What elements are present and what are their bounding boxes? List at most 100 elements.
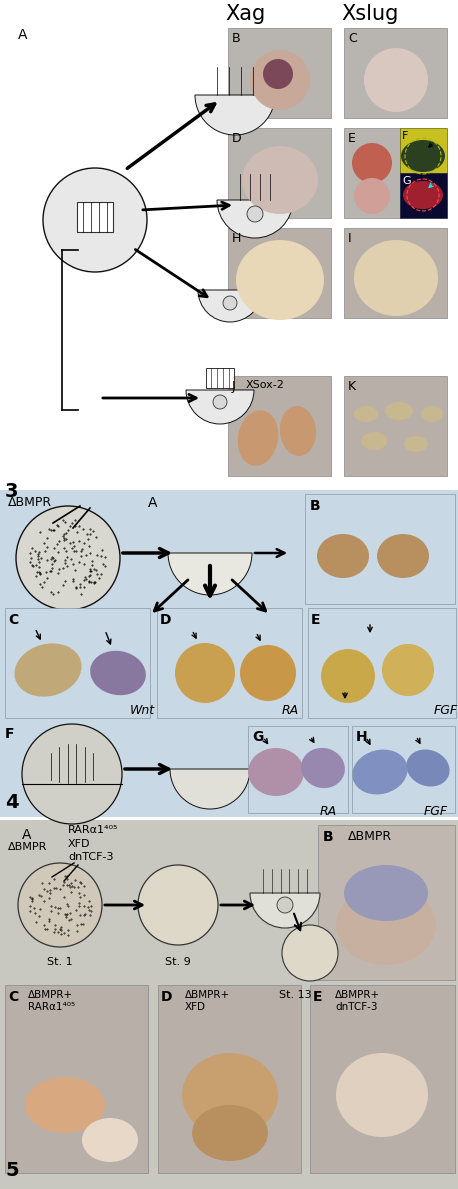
Text: ΔBMPR+: ΔBMPR+: [185, 990, 230, 1000]
Ellipse shape: [354, 240, 438, 316]
Text: 3: 3: [5, 482, 18, 501]
Text: B: B: [323, 830, 333, 844]
Text: ΔBMPR: ΔBMPR: [8, 842, 47, 853]
Ellipse shape: [182, 1053, 278, 1137]
Text: ΔBMPR: ΔBMPR: [8, 496, 52, 509]
Ellipse shape: [403, 181, 443, 209]
Circle shape: [247, 206, 263, 222]
Text: St. 13: St. 13: [278, 990, 311, 1000]
Circle shape: [321, 649, 375, 703]
Text: C: C: [348, 32, 357, 45]
Text: 4: 4: [5, 793, 19, 812]
Bar: [77, 202, 113, 232]
Bar: [352, 726, 455, 813]
Wedge shape: [195, 95, 275, 136]
Text: B: B: [310, 499, 321, 512]
Text: RA: RA: [320, 805, 337, 818]
Circle shape: [364, 48, 428, 112]
Text: C: C: [8, 614, 18, 627]
Ellipse shape: [317, 534, 369, 578]
Bar: [5, 984, 148, 1174]
Ellipse shape: [192, 1105, 268, 1160]
Ellipse shape: [238, 410, 278, 466]
Text: Xag: Xag: [225, 4, 265, 24]
Text: XSox-2: XSox-2: [246, 380, 285, 390]
Circle shape: [282, 925, 338, 981]
Ellipse shape: [236, 240, 324, 320]
Circle shape: [16, 507, 120, 610]
Text: F: F: [5, 726, 15, 741]
Circle shape: [18, 863, 102, 946]
Text: C: C: [8, 990, 18, 1004]
Ellipse shape: [344, 866, 428, 921]
Text: A: A: [18, 29, 27, 42]
Text: XFD: XFD: [185, 1002, 206, 1012]
Text: 5: 5: [5, 1160, 19, 1179]
Text: ΔBMPR: ΔBMPR: [348, 830, 392, 843]
Ellipse shape: [301, 748, 345, 788]
Text: RARα1⁴⁰⁵: RARα1⁴⁰⁵: [28, 1002, 75, 1012]
Ellipse shape: [421, 405, 443, 422]
Bar: [0, 722, 458, 817]
Ellipse shape: [352, 749, 408, 794]
Circle shape: [382, 644, 434, 696]
Ellipse shape: [406, 749, 450, 786]
Bar: [0, 0, 458, 490]
Bar: [248, 726, 348, 813]
Wedge shape: [217, 200, 293, 238]
Text: B: B: [232, 32, 240, 45]
Circle shape: [352, 143, 392, 183]
Text: RA: RA: [282, 704, 299, 717]
Bar: [228, 29, 331, 118]
Ellipse shape: [404, 436, 428, 452]
Text: E: E: [311, 614, 321, 627]
Text: dnTCF-3: dnTCF-3: [335, 1002, 377, 1012]
Bar: [5, 608, 150, 718]
Bar: [158, 984, 301, 1174]
Wedge shape: [198, 290, 262, 322]
Bar: [344, 128, 400, 218]
Wedge shape: [250, 893, 320, 927]
Text: H: H: [232, 232, 241, 245]
Ellipse shape: [90, 650, 146, 696]
Text: J: J: [232, 380, 235, 394]
Text: FGF: FGF: [434, 704, 458, 717]
Bar: [0, 820, 458, 1189]
Text: G: G: [402, 176, 411, 185]
Text: A: A: [148, 496, 158, 510]
Wedge shape: [186, 390, 254, 424]
Circle shape: [22, 724, 122, 824]
Ellipse shape: [82, 1118, 138, 1162]
Text: dnTCF-3: dnTCF-3: [68, 853, 114, 862]
Text: E: E: [348, 132, 356, 145]
Ellipse shape: [361, 432, 387, 449]
Text: D: D: [232, 132, 242, 145]
Bar: [318, 825, 455, 980]
Bar: [400, 174, 447, 218]
Circle shape: [138, 866, 218, 945]
Text: St. 9: St. 9: [165, 957, 191, 967]
Bar: [344, 29, 447, 118]
Text: D: D: [160, 614, 171, 627]
Ellipse shape: [354, 405, 378, 422]
Text: K: K: [348, 380, 356, 394]
Circle shape: [354, 178, 390, 214]
Text: ΔBMPR+: ΔBMPR+: [28, 990, 73, 1000]
Text: G: G: [252, 730, 263, 744]
Bar: [344, 376, 447, 476]
Bar: [228, 228, 331, 317]
Circle shape: [250, 50, 310, 111]
Text: FGF: FGF: [424, 805, 448, 818]
Wedge shape: [170, 769, 250, 809]
Circle shape: [175, 643, 235, 703]
Bar: [0, 490, 458, 740]
Ellipse shape: [336, 1053, 428, 1137]
Text: E: E: [313, 990, 322, 1004]
Circle shape: [223, 296, 237, 310]
Text: St. 1: St. 1: [47, 957, 73, 967]
Ellipse shape: [242, 146, 318, 214]
Circle shape: [240, 644, 296, 702]
Bar: [344, 228, 447, 317]
Text: Wnt: Wnt: [130, 704, 155, 717]
Text: XFD: XFD: [68, 839, 91, 849]
